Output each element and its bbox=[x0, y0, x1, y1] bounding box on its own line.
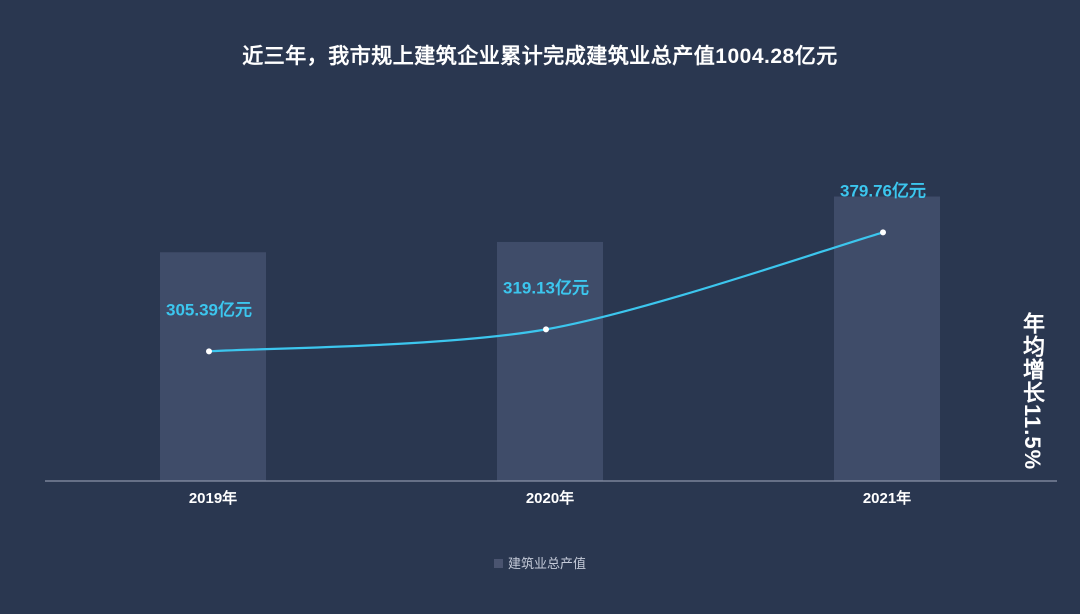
line-point-1 bbox=[206, 348, 212, 355]
legend-label: 建筑业总产值 bbox=[507, 556, 586, 571]
annual-growth-annotation: 年均增长11.5% bbox=[1020, 312, 1045, 471]
bar-2 bbox=[497, 241, 603, 481]
bar-1 bbox=[160, 252, 266, 481]
line-point-3 bbox=[880, 229, 886, 236]
data-label-2: 319.13亿元 bbox=[503, 277, 589, 297]
chart-title: 近三年，我市规上建筑企业累计完成建筑业总产值1004.28亿元 bbox=[242, 45, 838, 68]
bar-3 bbox=[834, 196, 940, 481]
x-tick-label-3: 2021年 bbox=[863, 489, 911, 507]
legend: 建筑业总产值 bbox=[0, 553, 1080, 572]
line-point-2 bbox=[543, 326, 549, 333]
x-tick-label-1: 2019年 bbox=[189, 489, 237, 507]
x-tick-label-2: 2020年 bbox=[526, 489, 574, 507]
legend-swatch bbox=[493, 559, 503, 568]
data-label-3: 379.76亿元 bbox=[840, 180, 926, 200]
data-label-1: 305.39亿元 bbox=[166, 299, 252, 319]
